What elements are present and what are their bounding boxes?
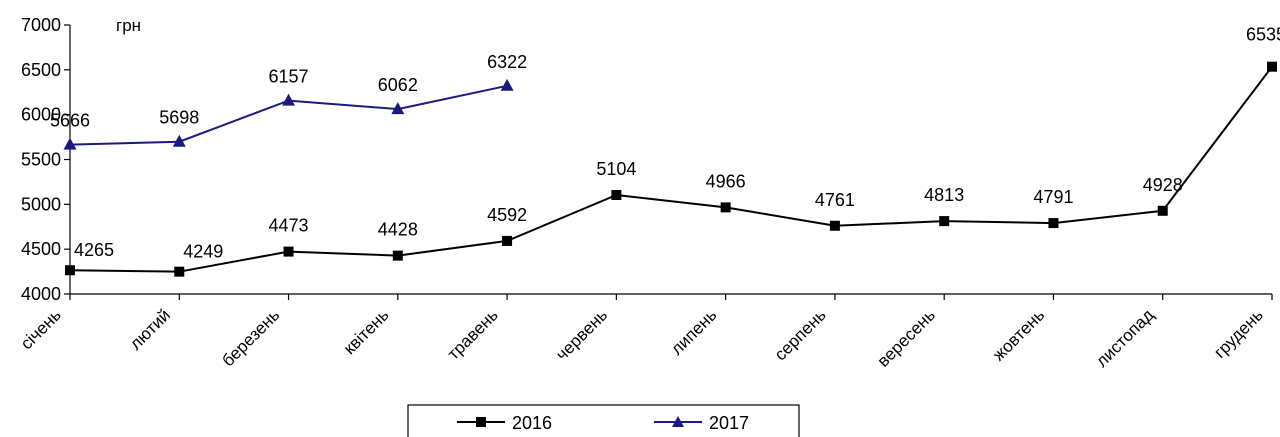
data-label: 4761 — [815, 190, 855, 210]
data-label: 4265 — [74, 240, 114, 260]
x-tick-label: листопад — [1092, 305, 1157, 370]
y-unit-label: грн — [116, 16, 141, 35]
data-point — [611, 190, 622, 201]
data-label: 4791 — [1033, 187, 1073, 207]
data-point — [1157, 205, 1168, 216]
data-point — [939, 216, 950, 227]
y-tick-label: 6000 — [21, 105, 61, 125]
x-tick-label: квітень — [340, 305, 393, 358]
x-tick-label: червень — [552, 305, 611, 364]
axes — [69, 25, 1272, 295]
x-tick-label: березень — [218, 305, 283, 370]
data-label: 4592 — [487, 205, 527, 225]
data-point — [829, 220, 840, 231]
x-tick-label: жовтень — [989, 305, 1048, 364]
series-2017: 5666 5698 6157 6062 6322 — [50, 52, 527, 150]
data-point — [1048, 218, 1059, 229]
data-label: 6322 — [487, 52, 527, 72]
data-point — [391, 102, 405, 115]
data-point — [65, 265, 75, 276]
x-tick-label: лютий — [126, 305, 174, 353]
x-tick-label: вересень — [874, 305, 939, 370]
data-point — [502, 235, 513, 246]
data-label: 4249 — [183, 242, 223, 262]
x-tick-label: травень — [444, 305, 502, 363]
legend-label-2017: 2017 — [709, 413, 749, 433]
data-label: 6062 — [378, 75, 418, 95]
y-tick-label: 6500 — [21, 60, 61, 80]
x-tick-label: серпень — [771, 305, 830, 364]
x-tick-label: грудень — [1210, 305, 1267, 362]
y-tick-label: 7000 — [21, 15, 61, 35]
data-label: 5666 — [50, 111, 90, 131]
data-label: 4928 — [1143, 175, 1183, 195]
y-tick-label: 5000 — [21, 194, 61, 214]
series-line-2016 — [69, 66, 1273, 273]
data-point — [172, 134, 186, 147]
legend: 2016 2017 — [407, 404, 800, 437]
data-point — [282, 93, 296, 106]
data-point — [1267, 61, 1277, 72]
x-axis-ticks: січень лютий березень квітень травень червень… — [17, 294, 1273, 371]
y-tick-label: 5500 — [21, 150, 61, 170]
data-label: 4813 — [924, 185, 964, 205]
y-axis-ticks: 4000 4500 5000 5500 6000 6500 7000 — [21, 15, 70, 304]
data-point — [500, 78, 514, 91]
y-tick-label: 4500 — [21, 239, 61, 259]
legend-label-2016: 2016 — [512, 413, 552, 433]
data-point — [720, 202, 731, 213]
data-point — [174, 266, 185, 277]
x-tick-label: січень — [17, 305, 65, 353]
data-point — [392, 250, 403, 261]
data-label: 4966 — [706, 171, 746, 191]
legend-marker-2016 — [476, 417, 486, 427]
legend-marker-2017 — [672, 416, 684, 427]
y-tick-label: 4000 — [21, 284, 61, 304]
data-label: 4473 — [269, 216, 309, 236]
data-label: 4428 — [378, 220, 418, 240]
data-label: 5698 — [159, 108, 199, 128]
x-tick-label: липень — [667, 305, 720, 358]
series-layer: 4265 4249 4473 4428 4592 5104 4966 4761 4813 4791… — [50, 25, 1280, 277]
data-point — [283, 246, 294, 257]
data-label: 5104 — [596, 159, 636, 179]
data-point — [63, 137, 77, 150]
data-label: 6157 — [269, 67, 309, 87]
series-2016: 4265 4249 4473 4428 4592 5104 4966 4761 4813 4791… — [65, 25, 1280, 277]
